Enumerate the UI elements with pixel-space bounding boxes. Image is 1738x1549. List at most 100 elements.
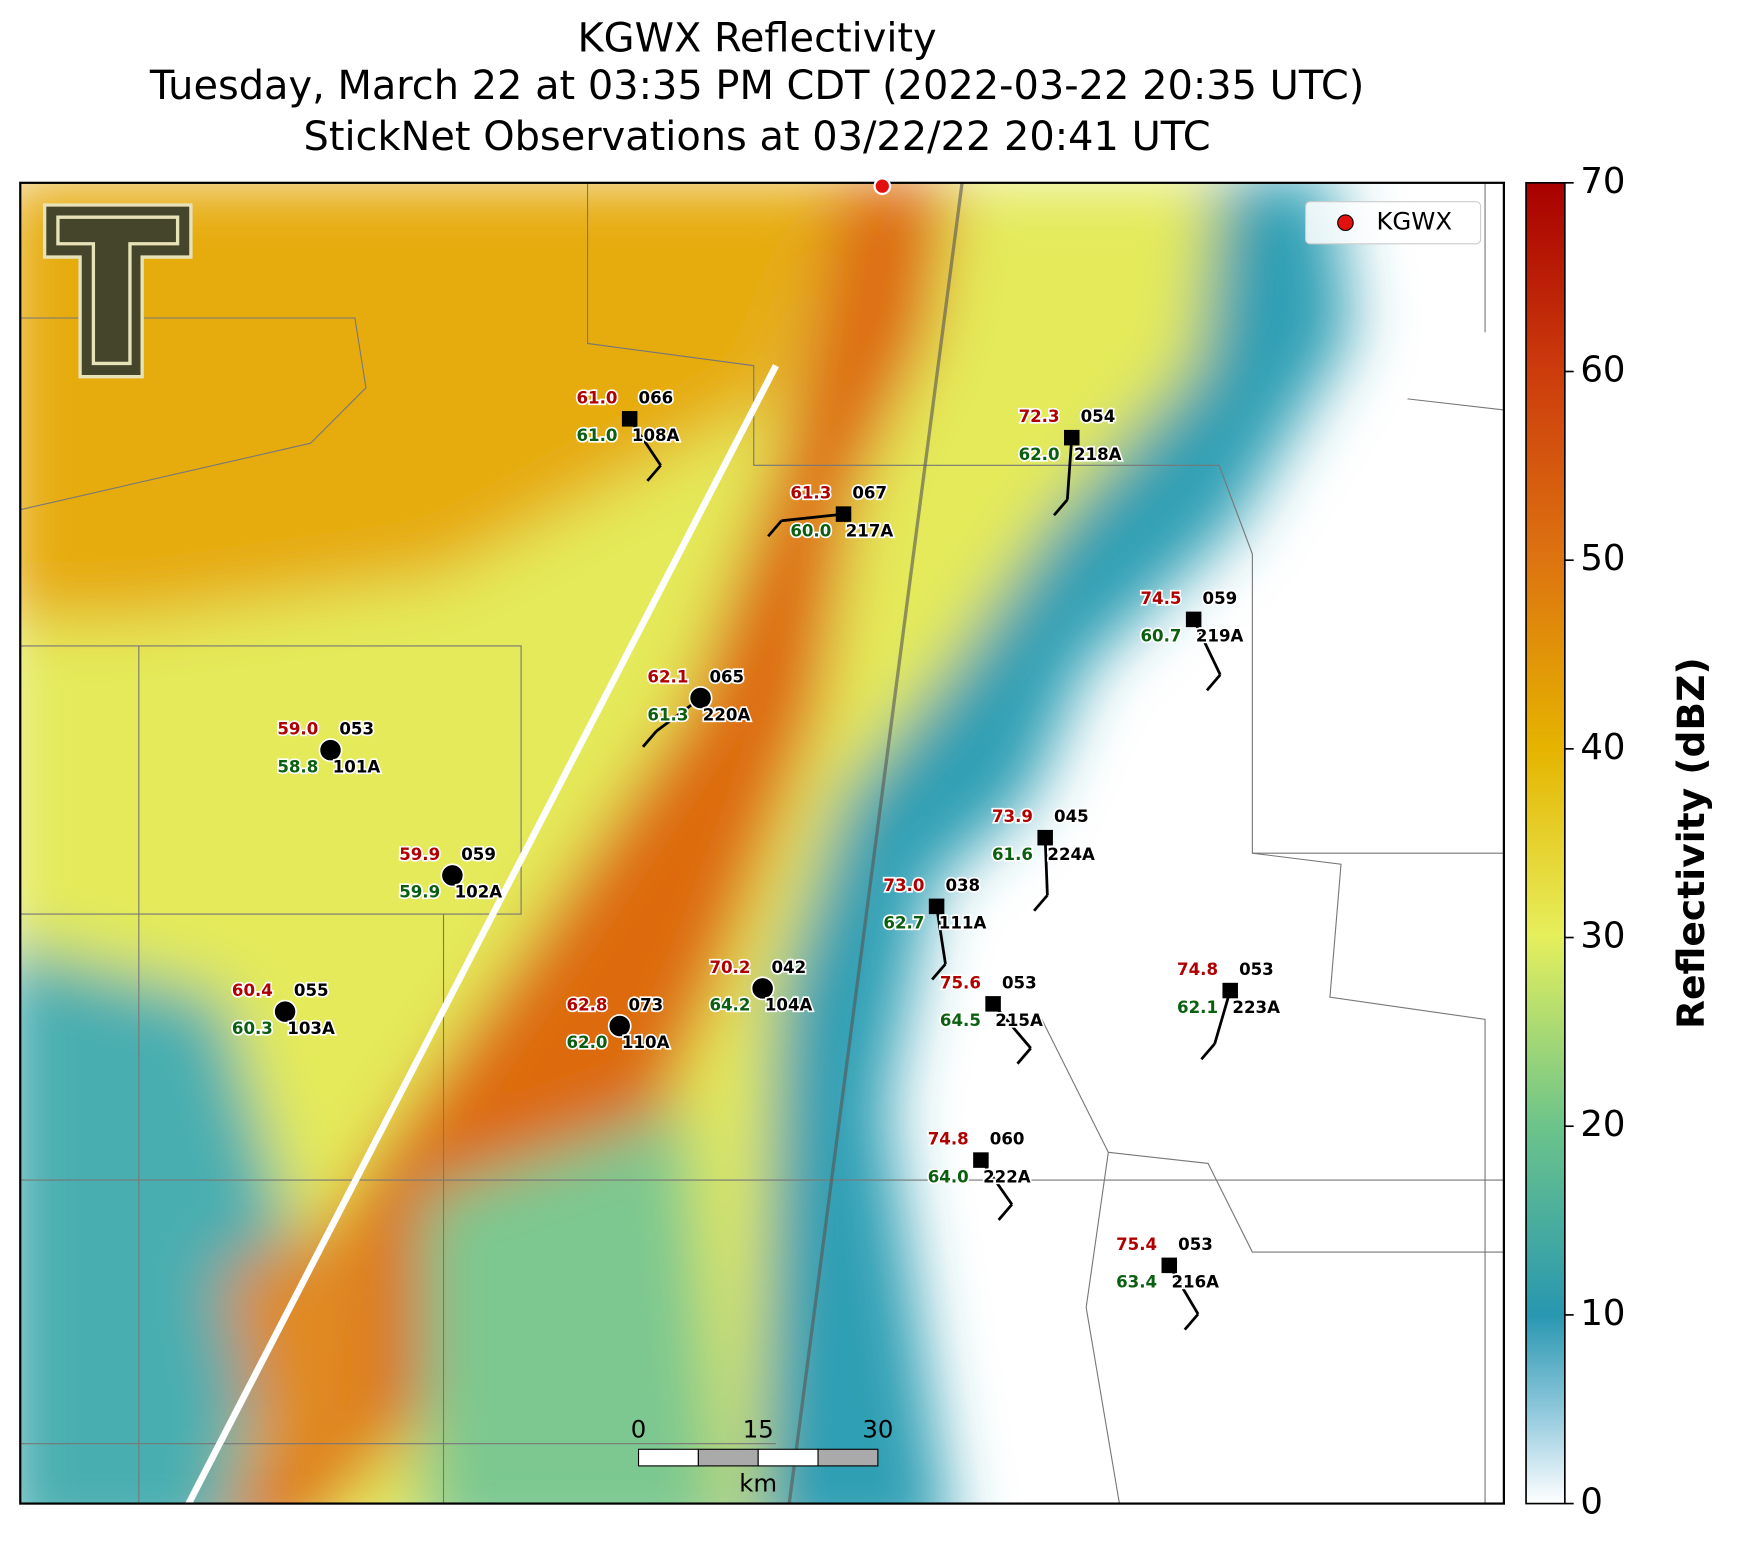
station: 75.4 053 63.4 216A (1114, 1233, 1221, 1331)
wind-barb-flag (767, 519, 783, 538)
station-id: 219A (1196, 627, 1244, 646)
wind-barb-flag (641, 730, 658, 748)
wind-barb-flag (1200, 1042, 1216, 1061)
station-marker (688, 686, 713, 710)
station-code: 053 (339, 720, 374, 739)
radar-site (873, 177, 892, 196)
map-frame (19, 181, 1505, 1505)
station-temp: 75.4 (1116, 1235, 1157, 1254)
station-dew: 64.2 (709, 996, 750, 1015)
station: 74.8 060 64.0 222A (926, 1128, 1032, 1221)
station-code: 059 (1203, 589, 1238, 608)
station-temp: 70.2 (709, 958, 750, 977)
station: 59.0 053 58.8 101A (276, 718, 382, 778)
station-marker (1037, 829, 1053, 846)
obs-time: StickNet Observations at 03/22/22 20:41 … (304, 114, 1211, 160)
station-temp: 74.5 (1140, 589, 1181, 608)
station: 61.0 066 61.0 108A (575, 387, 681, 482)
colorbar-tick-label: 10 (1580, 1293, 1625, 1334)
station-code: 053 (1239, 960, 1274, 979)
subtitle: Tuesday, March 22 at 03:35 PM CDT (2022-… (149, 63, 1364, 109)
station-marker (1161, 1257, 1178, 1274)
colorbar-tick-label: 40 (1580, 727, 1625, 768)
station: 73.9 045 61.6 224A (990, 806, 1097, 912)
station-code: 042 (771, 958, 806, 977)
colorbar (1525, 181, 1566, 1505)
wind-barb (1168, 1264, 1200, 1315)
station-marker (621, 411, 638, 427)
wind-barb (935, 906, 947, 965)
station-marker (1185, 611, 1202, 628)
station-temp: 73.9 (992, 807, 1033, 826)
station-code: 066 (639, 388, 674, 407)
colorbar-tick-label: 0 (1580, 1482, 1603, 1523)
station-dew: 58.8 (277, 757, 318, 776)
station-id: 111A (939, 914, 987, 933)
station-dew: 59.9 (399, 883, 440, 902)
station: 74.8 053 62.1 223A (1175, 958, 1282, 1061)
station-temp: 59.0 (277, 720, 318, 739)
station: 73.0 038 62.7 111A (882, 874, 988, 981)
station-marker (1222, 982, 1238, 999)
station-code: 073 (629, 996, 664, 1015)
scale-bar: km 0 15 30 (631, 1414, 894, 1497)
legend-label: KGWX (1376, 207, 1452, 236)
station-code: 060 (990, 1130, 1025, 1149)
wind-barb (1192, 618, 1222, 676)
station-temp: 73.0 (883, 876, 924, 895)
station-id: 103A (287, 1019, 335, 1038)
station-dew: 62.0 (1019, 445, 1060, 464)
station-temp: 60.4 (232, 981, 273, 1000)
wind-barb-flag (646, 464, 662, 482)
legend: KGWX (1305, 201, 1482, 245)
station-code: 045 (1054, 807, 1089, 826)
station-temp: 62.8 (567, 996, 608, 1015)
wind-barb (781, 512, 844, 523)
colorbar-tick-label: 60 (1580, 350, 1625, 391)
radar-image (20, 182, 1504, 1504)
station-code: 038 (945, 876, 980, 895)
station-id: 222A (983, 1167, 1031, 1186)
station-dew: 60.3 (232, 1019, 273, 1038)
station-code: 053 (1002, 973, 1037, 992)
scale-tick-label: 30 (862, 1414, 893, 1443)
station-temp: 75.6 (940, 973, 981, 992)
station: 70.2 042 64.2 104A (708, 956, 814, 1016)
station: 60.4 055 60.3 103A (230, 980, 336, 1040)
station-dew: 64.0 (928, 1167, 969, 1186)
station-temp: 62.1 (647, 668, 688, 687)
station-id: 224A (1047, 845, 1095, 864)
station-temp: 59.9 (399, 845, 440, 864)
station-id: 218A (1074, 445, 1122, 464)
station-temp: 74.8 (1177, 960, 1218, 979)
colorbar-tick-label: 70 (1580, 161, 1625, 202)
station-code: 053 (1178, 1235, 1213, 1254)
station-temp: 61.0 (576, 388, 617, 407)
station: 75.6 053 64.5 215A (938, 972, 1045, 1065)
wind-barb-flag (931, 963, 947, 981)
wind-barb-flag (1016, 1047, 1032, 1065)
station-marker (607, 1014, 632, 1038)
colorbar-tick-label: 30 (1580, 916, 1625, 957)
station-marker (1064, 429, 1080, 446)
station-temp: 74.8 (928, 1130, 969, 1149)
station-id: 101A (333, 757, 381, 776)
station-code: 054 (1081, 407, 1116, 426)
station-code: 055 (294, 981, 329, 1000)
station-id: 108A (632, 426, 680, 445)
title: KGWX Reflectivity (578, 15, 937, 61)
wind-barb (1043, 837, 1049, 896)
station-id: 220A (703, 705, 751, 724)
scale-tick-label: 15 (743, 1414, 774, 1443)
station-id: 217A (846, 521, 894, 540)
wind-barb (1213, 990, 1232, 1045)
station-marker (318, 738, 343, 763)
station-id: 104A (765, 996, 813, 1015)
wind-barb-flag (1033, 894, 1049, 912)
wind-barb-flag (1052, 498, 1069, 517)
wind-barb-flag (1205, 673, 1222, 692)
station-code: 067 (852, 484, 887, 503)
wind-barb (1065, 437, 1074, 500)
